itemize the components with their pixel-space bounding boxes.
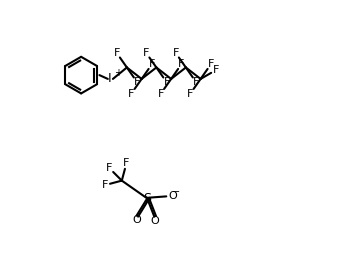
Text: F: F (213, 65, 219, 75)
Text: O: O (132, 215, 141, 225)
Text: F: F (178, 59, 184, 69)
Text: O: O (168, 191, 177, 201)
Text: O: O (150, 216, 159, 226)
Text: F: F (143, 48, 149, 58)
Text: F: F (101, 180, 108, 190)
Text: F: F (134, 77, 140, 87)
Text: S: S (143, 192, 151, 205)
Text: F: F (173, 48, 179, 58)
Text: F: F (187, 88, 194, 98)
Text: F: F (149, 59, 155, 69)
Text: F: F (123, 158, 130, 168)
Text: F: F (128, 88, 135, 98)
Text: F: F (208, 59, 214, 69)
Text: −: − (172, 187, 180, 197)
Text: F: F (158, 88, 164, 98)
Text: F: F (193, 77, 199, 87)
Text: F: F (106, 163, 112, 173)
Text: +: + (114, 68, 122, 78)
Text: F: F (163, 77, 170, 87)
Text: F: F (113, 48, 120, 58)
Text: I: I (108, 72, 112, 85)
